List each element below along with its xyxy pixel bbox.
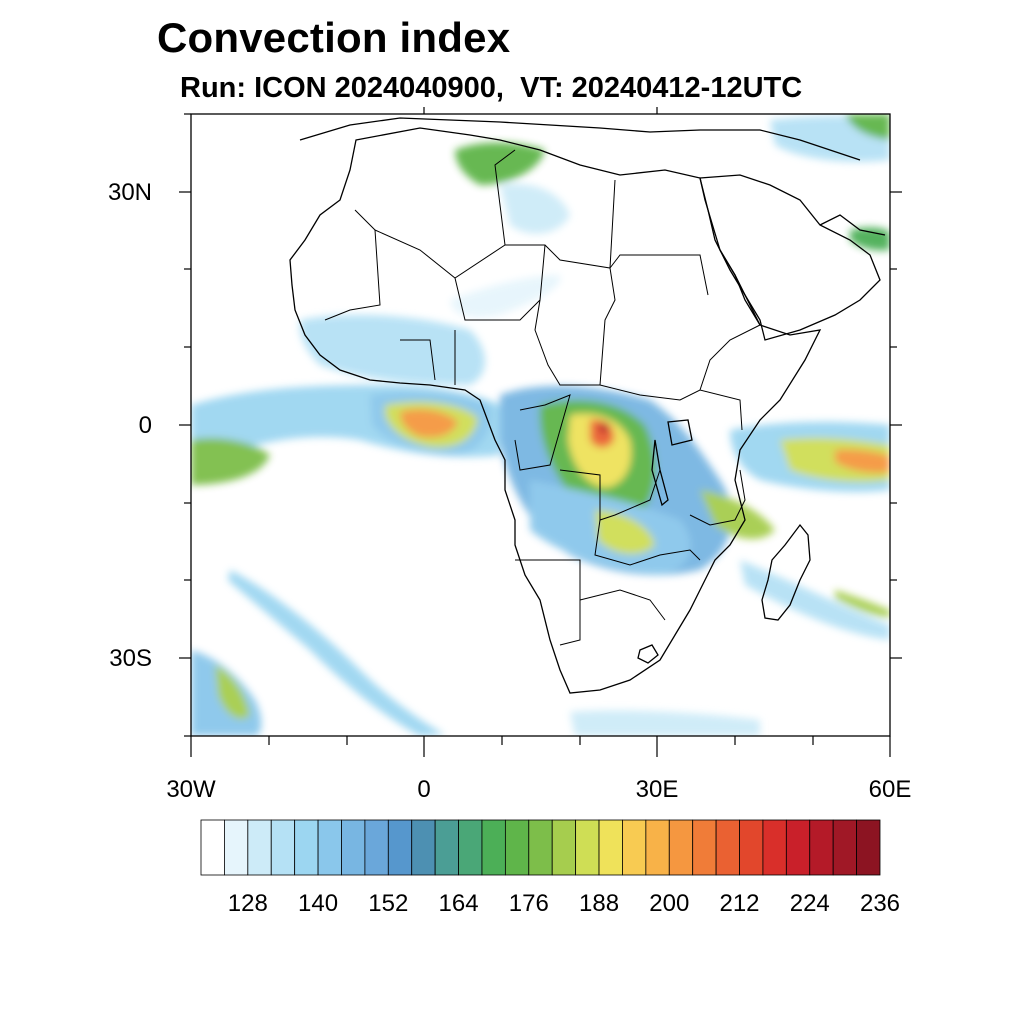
colorbar-box [270,819,296,876]
colorbar-tick-label: 212 [719,890,759,917]
lake-tanganyika [651,439,669,507]
colorbar-tick-label: 128 [228,890,268,917]
shade-gulf-oman [850,227,890,251]
colorbar-box [387,819,413,876]
colorbar-box [785,819,811,876]
plot-title: Convection index [157,14,511,61]
shade-sw-core [215,665,250,719]
colorbar-box [481,819,506,876]
shade-ne-corner [845,114,890,140]
colorbar-tick-label: 176 [509,890,549,917]
colorbar-box [200,819,225,876]
shade-west-atl [191,438,270,485]
colorbar-box [645,819,670,876]
shade-sahel-streak [450,275,561,318]
colorbar-box [622,819,647,876]
colorbar-box [598,819,623,876]
border-10 [559,469,661,521]
shade-indian-hot [835,449,890,473]
persian-gulf [819,214,886,236]
colorbar-box [528,819,553,876]
axis-ticks [179,107,902,757]
mediterranean-north [299,117,861,161]
madagascar [761,523,811,621]
colorbar-tick-label: 152 [368,890,408,917]
lat-label-30n: 30N [108,179,152,206]
border-7 [599,267,616,386]
lon-label-0: 0 [417,776,430,803]
colorbar-box [341,819,366,876]
border-1 [324,209,381,321]
colorbar-box [692,819,717,876]
border-13 [579,589,666,621]
border-9 [514,394,571,471]
shade-west-africa [299,314,485,385]
colorbar-tick-label: 188 [579,890,619,917]
colorbar-box [832,819,857,876]
colorbar-box [411,819,436,876]
shade-se-band [740,560,890,640]
shade-zambia-core [595,510,655,555]
colorbar-box [317,819,342,876]
border-2 [374,179,616,279]
colorbar-tick-label: 224 [790,890,830,917]
shade-se-core [835,590,890,618]
colorbar-box [809,819,834,876]
shade-algeria-coast [455,142,545,185]
lat-label-30s: 30S [109,645,152,672]
colorbar-box [856,819,881,876]
border-3 [494,149,516,246]
lat-label-0: 0 [139,412,152,439]
colorbar [200,819,881,876]
colorbar-tick-label: 140 [298,890,338,917]
border-11 [594,519,701,566]
lon-label-60e: 60E [869,776,912,803]
border-8 [699,324,761,391]
border-15 [400,339,436,381]
border-6 [534,299,743,431]
coastline-map [289,117,886,694]
colorbar-box [247,819,272,876]
colorbar-box [224,819,249,876]
shade-south-bottom [570,710,760,736]
border-4 [454,244,546,321]
colorbar-labels: 128 140 152 164 176 188 200 212 224 236 [228,890,900,917]
colorbar-box [364,819,389,876]
red-sea-west [719,249,761,326]
colorbar-box [458,819,483,876]
shade-gulf-guinea-hot [400,409,458,438]
colorbar-box [575,819,600,876]
colorbar-box [551,819,577,876]
colorbar-box [434,819,459,876]
country-borders [324,149,761,646]
shade-congo-core [568,413,632,488]
colorbar-tick-label: 164 [439,890,479,917]
colorbar-box [668,819,694,876]
border-14 [689,469,746,526]
arabia [699,174,881,341]
shade-s-atl-band [228,570,445,736]
lon-label-30w: 30W [166,776,216,803]
lesotho [637,644,659,664]
colorbar-box [762,819,787,876]
lake-victoria [667,419,693,446]
shade-sahara-light [500,183,570,234]
colorbar-tick-label: 200 [649,890,689,917]
colorbar-box [294,819,319,876]
shade-congo-peak [599,423,609,433]
lon-label-30e: 30E [636,776,679,803]
border-5 [609,254,709,296]
colorbar-tick-label: 236 [860,890,900,917]
plot-subtitle: Run: ICON 2024040900, VT: 20240412-12UTC [180,72,803,104]
colorbar-box [504,819,530,876]
colorbar-box [739,819,764,876]
convection-shading [191,114,890,736]
colorbar-box [715,819,740,876]
